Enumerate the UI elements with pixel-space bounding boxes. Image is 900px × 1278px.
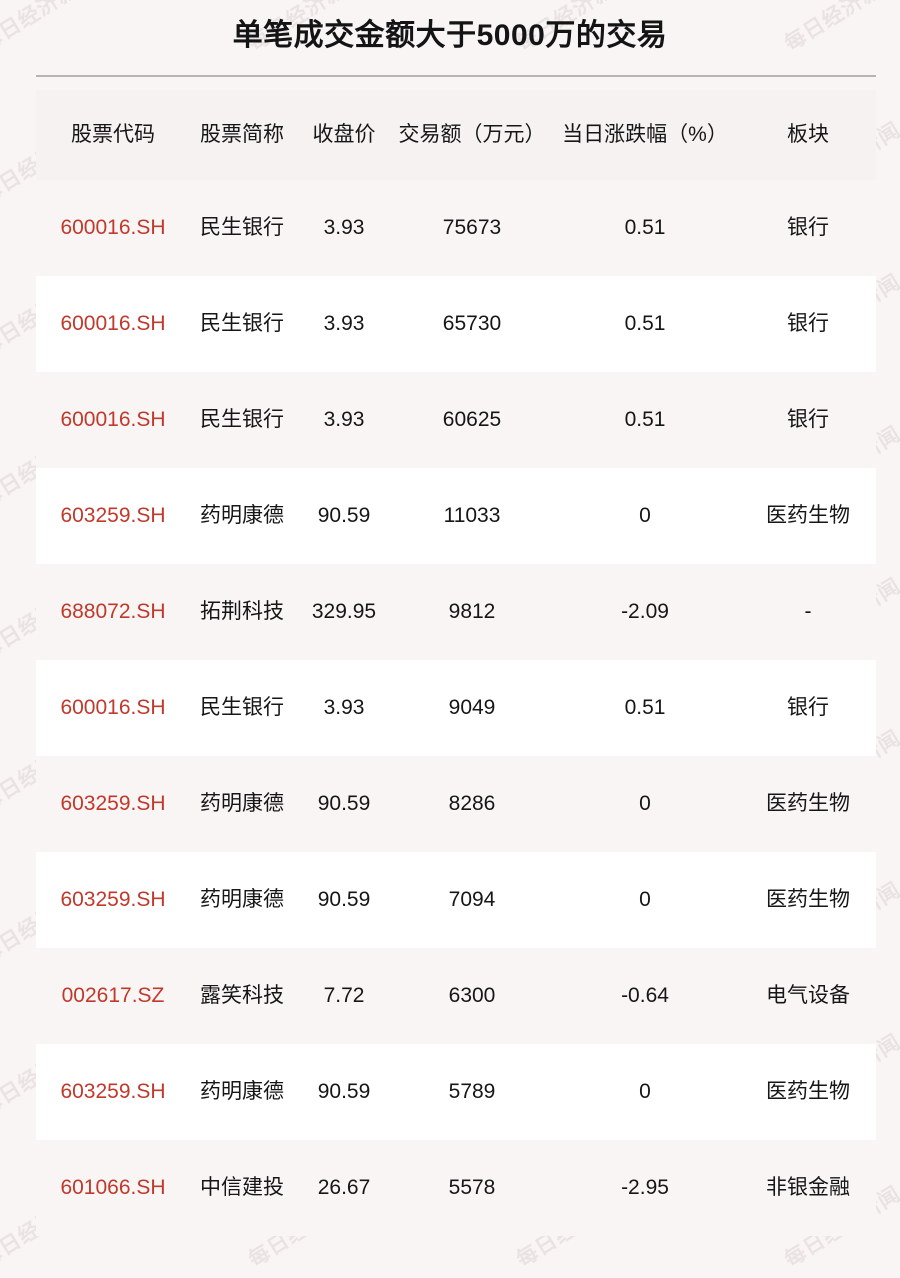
table-row: 688072.SH 拓荆科技 329.95 9812 -2.09- [36,564,876,660]
cell-name: 民生银行 [190,276,294,372]
column-header-code: 股票代码 [36,90,190,180]
cell-change: -2.09 [550,564,740,660]
cell-amount: 60625 [394,372,550,468]
cell-sector: 非银金融 [740,1140,876,1236]
cell-price: 90.59 [294,756,394,852]
table-row: 600016.SH 民生银行 3.93 65730 0.51 银行 [36,276,876,372]
column-header-name: 股票简称 [190,90,294,180]
cell-code[interactable]: 603259.SH [36,468,190,564]
cell-amount: 5789 [394,1044,550,1140]
cell-price: 3.93 [294,372,394,468]
cell-sector: 银行 [740,180,876,276]
cell-price: 7.72 [294,948,394,1044]
cell-code[interactable]: 603259.SH [36,1044,190,1140]
cell-price: 90.59 [294,852,394,948]
cell-code[interactable]: 600016.SH [36,180,190,276]
table-row: 600016.SH 民生银行 3.93 60625 0.51 银行 [36,372,876,468]
cell-name: 中信建投 [190,1140,294,1236]
table-row: 600016.SH 民生银行 3.93 75673 0.51 银行 [36,180,876,276]
cell-name: 药明康德 [190,468,294,564]
cell-sector: 银行 [740,660,876,756]
title-divider [36,75,876,77]
cell-amount: 6300 [394,948,550,1044]
cell-price: 3.93 [294,276,394,372]
cell-price: 3.93 [294,660,394,756]
table-row: 600016.SH 民生银行 3.93 9049 0.51 银行 [36,660,876,756]
cell-change: 0 [550,756,740,852]
cell-amount: 11033 [394,468,550,564]
cell-code[interactable]: 002617.SZ [36,948,190,1044]
column-header-sector: 板块 [740,90,876,180]
table-header: 股票代码 股票简称 收盘价 交易额（万元） 当日涨跌幅（%） 板块 [36,90,876,180]
cell-amount: 9812 [394,564,550,660]
cell-change: 0 [550,1044,740,1140]
table-row: 603259.SH 药明康德 90.59 8286 0 医药生物 [36,756,876,852]
cell-sector: 医药生物 [740,756,876,852]
table-header-row: 股票代码 股票简称 收盘价 交易额（万元） 当日涨跌幅（%） 板块 [36,90,876,180]
cell-price: 26.67 [294,1140,394,1236]
cell-amount: 8286 [394,756,550,852]
cell-name: 民生银行 [190,372,294,468]
cell-code[interactable]: 688072.SH [36,564,190,660]
cell-name: 露笑科技 [190,948,294,1044]
cell-price: 90.59 [294,1044,394,1140]
table-row: 603259.SH 药明康德 90.59 5789 0 医药生物 [36,1044,876,1140]
cell-amount: 7094 [394,852,550,948]
table-row: 002617.SZ 露笑科技 7.72 6300 -0.64 电气设备 [36,948,876,1044]
cell-price: 329.95 [294,564,394,660]
cell-change: 0.51 [550,372,740,468]
cell-sector: 银行 [740,276,876,372]
cell-amount: 75673 [394,180,550,276]
cell-change: -0.64 [550,948,740,1044]
cell-name: 民生银行 [190,660,294,756]
table-row: 603259.SH 药明康德 90.59 11033 0 医药生物 [36,468,876,564]
cell-change: 0.51 [550,180,740,276]
cell-price: 90.59 [294,468,394,564]
cell-change: 0.51 [550,660,740,756]
cell-code[interactable]: 603259.SH [36,756,190,852]
cell-sector: 医药生物 [740,852,876,948]
cell-code[interactable]: 601066.SH [36,1140,190,1236]
table-row: 603259.SH 药明康德 90.59 7094 0 医药生物 [36,852,876,948]
cell-sector: 医药生物 [740,468,876,564]
cell-sector: 医药生物 [740,1044,876,1140]
cell-amount: 5578 [394,1140,550,1236]
cell-sector: 银行 [740,372,876,468]
cell-name: 药明康德 [190,1044,294,1140]
cell-name: 药明康德 [190,852,294,948]
table-row: 601066.SH 中信建投 26.67 5578 -2.95 非银金融 [36,1140,876,1236]
cell-name: 民生银行 [190,180,294,276]
cell-sector: 电气设备 [740,948,876,1044]
column-header-change: 当日涨跌幅（%） [550,90,740,180]
cell-price: 3.93 [294,180,394,276]
cell-change: -2.95 [550,1140,740,1236]
cell-sector: - [740,564,876,660]
cell-code[interactable]: 600016.SH [36,660,190,756]
cell-amount: 65730 [394,276,550,372]
column-header-price: 收盘价 [294,90,394,180]
cell-change: 0 [550,852,740,948]
cell-code[interactable]: 600016.SH [36,372,190,468]
cell-code[interactable]: 603259.SH [36,852,190,948]
table-body: 600016.SH 民生银行 3.93 75673 0.51 银行 600016.SH 民生银… [36,180,876,1236]
cell-change: 0 [550,468,740,564]
large-trades-table: 股票代码 股票简称 收盘价 交易额（万元） 当日涨跌幅（%） 板块 600016… [36,90,876,1236]
cell-change: 0.51 [550,276,740,372]
cell-code[interactable]: 600016.SH [36,276,190,372]
cell-amount: 9049 [394,660,550,756]
cell-name: 拓荆科技 [190,564,294,660]
cell-name: 药明康德 [190,756,294,852]
page-title: 单笔成交金额大于5000万的交易 [232,19,668,52]
column-header-amount: 交易额（万元） [394,90,550,180]
